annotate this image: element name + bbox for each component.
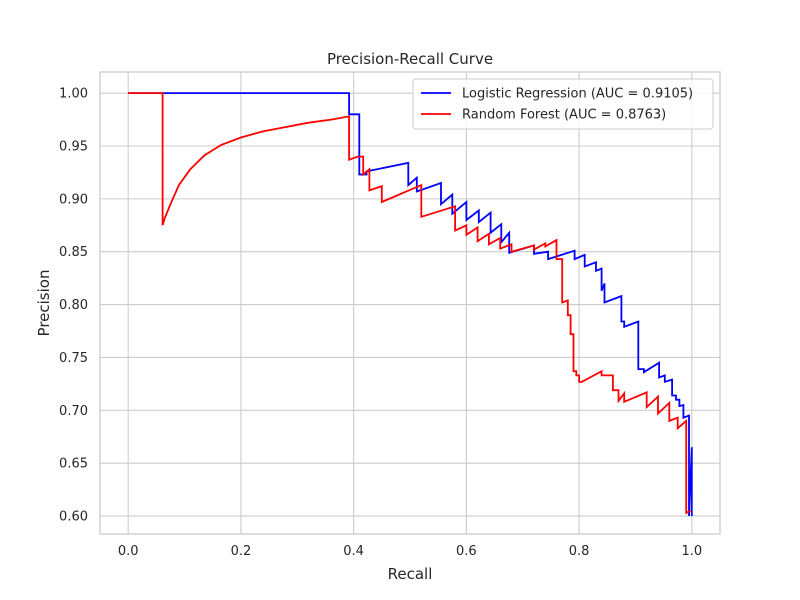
x-tick-label: 0.6 [456, 544, 477, 559]
series-layer [128, 92, 693, 517]
y-tick-label: 0.70 [59, 404, 88, 419]
x-tick-label: 1.0 [681, 544, 702, 559]
x-tick-label: 0.2 [231, 544, 252, 559]
tick-labels: 0.0 0.2 0.4 0.6 0.8 1.0 0.60 0.65 0.70 0.75 0.80 0.… [59, 87, 702, 559]
x-tick-label: 0.8 [569, 544, 590, 559]
y-tick-label: 0.60 [59, 510, 88, 525]
series-line-random-forest [128, 92, 692, 515]
chart-title: Precision-Recall Curve [327, 50, 493, 68]
y-tick-label: 0.95 [59, 140, 88, 155]
y-tick-label: 0.75 [59, 351, 88, 366]
y-tick-label: 0.80 [59, 298, 88, 313]
legend-label-random-forest: Random Forest (AUC = 0.8763) [462, 108, 666, 123]
x-tick-label: 0.4 [343, 544, 364, 559]
x-axis-label: Recall [388, 565, 433, 583]
legend-label-logistic-regression: Logistic Regression (AUC = 0.9105) [462, 87, 693, 102]
y-tick-label: 0.90 [59, 192, 88, 207]
y-tick-label: 1.00 [59, 87, 88, 102]
x-tick-label: 0.0 [118, 544, 139, 559]
y-tick-label: 0.65 [59, 457, 88, 472]
y-tick-label: 0.85 [59, 245, 88, 260]
gridlines [100, 72, 720, 534]
legend: Logistic Regression (AUC = 0.9105) Rando… [412, 78, 714, 130]
y-axis-label: Precision [35, 270, 53, 337]
legend-box [412, 78, 714, 130]
series-line-logistic-regression [128, 92, 693, 517]
plot-frame [99, 71, 721, 535]
